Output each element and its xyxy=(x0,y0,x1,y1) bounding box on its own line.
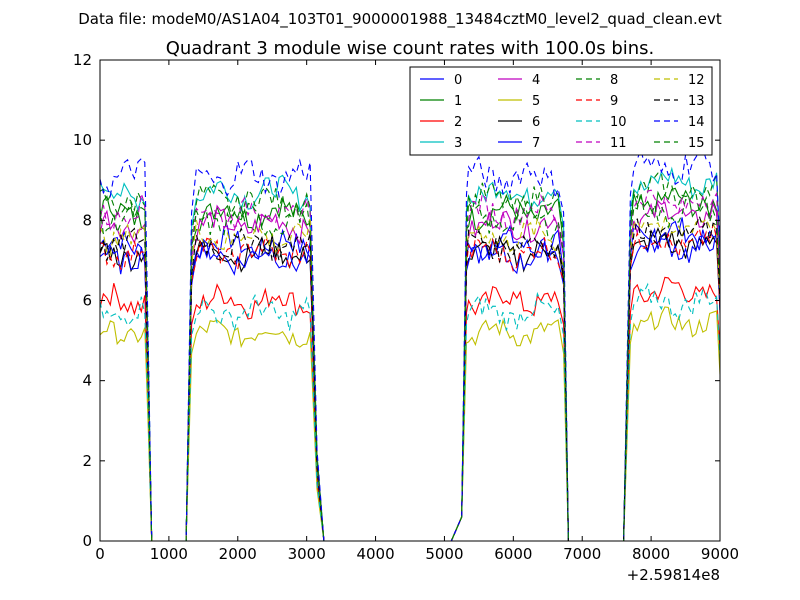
legend-label: 13 xyxy=(688,94,705,109)
legend-label: 10 xyxy=(610,115,627,130)
series-line-11 xyxy=(100,189,720,541)
axis-ticks: 0 1000 2000 3000 4000 5000 6000 7000 8000 9000 0 2 4… xyxy=(73,51,739,563)
legend-label: 6 xyxy=(532,115,540,130)
x-tick-label: 7000 xyxy=(563,545,601,563)
legend-label: 8 xyxy=(610,73,618,88)
legend-label: 4 xyxy=(532,73,540,88)
x-tick-label: 3000 xyxy=(288,545,326,563)
series-line-15 xyxy=(100,192,720,541)
x-tick-label: 9000 xyxy=(701,545,739,563)
legend-box xyxy=(409,66,713,156)
y-tick-label: 4 xyxy=(82,372,92,390)
y-tick-label: 6 xyxy=(82,292,92,310)
y-tick-label: 2 xyxy=(82,452,92,470)
legend-label: 5 xyxy=(532,94,540,109)
legend-label: 3 xyxy=(454,136,462,151)
y-tick-label: 8 xyxy=(82,211,92,229)
x-tick-label: 6000 xyxy=(494,545,532,563)
series-line-3 xyxy=(100,166,720,541)
legend-label: 12 xyxy=(688,73,705,88)
y-tick-label: 0 xyxy=(82,532,92,550)
series-line-13 xyxy=(100,214,720,541)
series-line-10 xyxy=(100,282,720,541)
y-tick-label: 12 xyxy=(73,51,92,69)
legend-label: 2 xyxy=(454,115,462,130)
x-tick-label: 0 xyxy=(95,545,105,563)
legend-label: 7 xyxy=(532,136,540,151)
x-tick-label: 4000 xyxy=(356,545,394,563)
series-line-5 xyxy=(100,306,720,541)
x-tick-label: 1000 xyxy=(150,545,188,563)
legend-label: 14 xyxy=(688,115,705,130)
legend-label: 9 xyxy=(610,94,618,109)
series-line-8 xyxy=(100,172,720,541)
series-line-14 xyxy=(100,147,720,541)
x-tick-label: 8000 xyxy=(632,545,670,563)
series-layer xyxy=(100,147,720,541)
x-offset-label: +2.59814e8 xyxy=(627,566,720,584)
series-line-7 xyxy=(100,227,720,541)
chart-title: Quadrant 3 module wise count rates with … xyxy=(166,38,655,59)
data-file-label: Data file: modeM0/AS1A04_103T01_90000019… xyxy=(78,10,722,29)
legend-label: 15 xyxy=(688,136,705,151)
x-tick-label: 2000 xyxy=(219,545,257,563)
legend-label: 11 xyxy=(610,136,627,151)
y-tick-label: 10 xyxy=(73,131,92,149)
legend-label: 0 xyxy=(454,73,462,88)
x-tick-label: 5000 xyxy=(425,545,463,563)
legend-label: 1 xyxy=(454,94,462,109)
